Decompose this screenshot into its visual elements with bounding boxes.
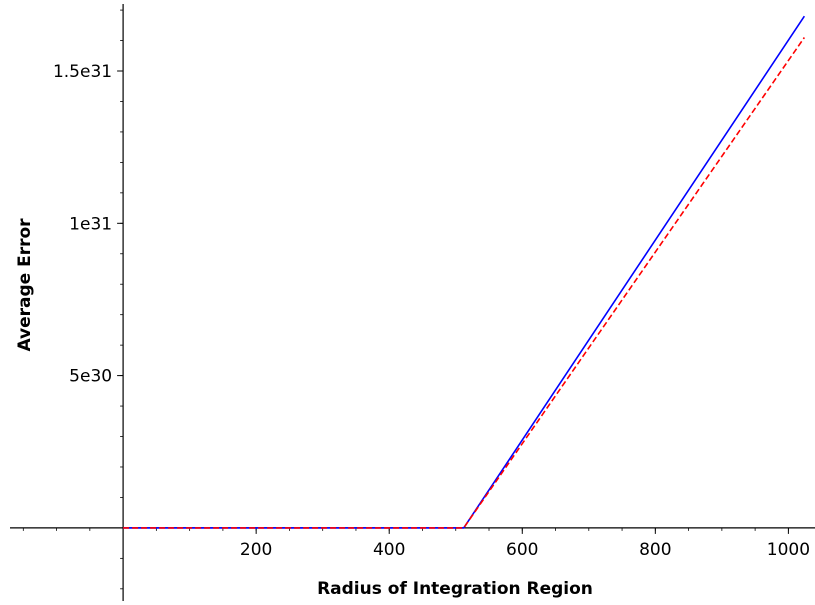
x-tick-label: 400 <box>373 540 405 560</box>
series-layer <box>123 15 806 529</box>
series-line-dashed <box>123 37 806 529</box>
y-axis-title: Average Error <box>15 218 35 352</box>
minor-ticks <box>22 9 789 590</box>
y-tick-label: 1.5e31 <box>53 62 112 82</box>
axes <box>10 4 815 601</box>
x-axis-title: Radius of Integration Region <box>317 579 593 599</box>
x-tick-label: 600 <box>506 540 538 560</box>
series-line-solid <box>123 15 806 529</box>
y-tick-label: 5e30 <box>69 367 112 387</box>
x-tick-label: 800 <box>639 540 671 560</box>
y-tick-label: 1e31 <box>69 214 112 234</box>
major-ticks <box>117 70 789 534</box>
tick-labels: 200 400 600 800 1000 5e30 1e31 1.5e31 <box>53 62 810 560</box>
x-tick-label: 1000 <box>767 540 810 560</box>
x-tick-label: 200 <box>240 540 272 560</box>
